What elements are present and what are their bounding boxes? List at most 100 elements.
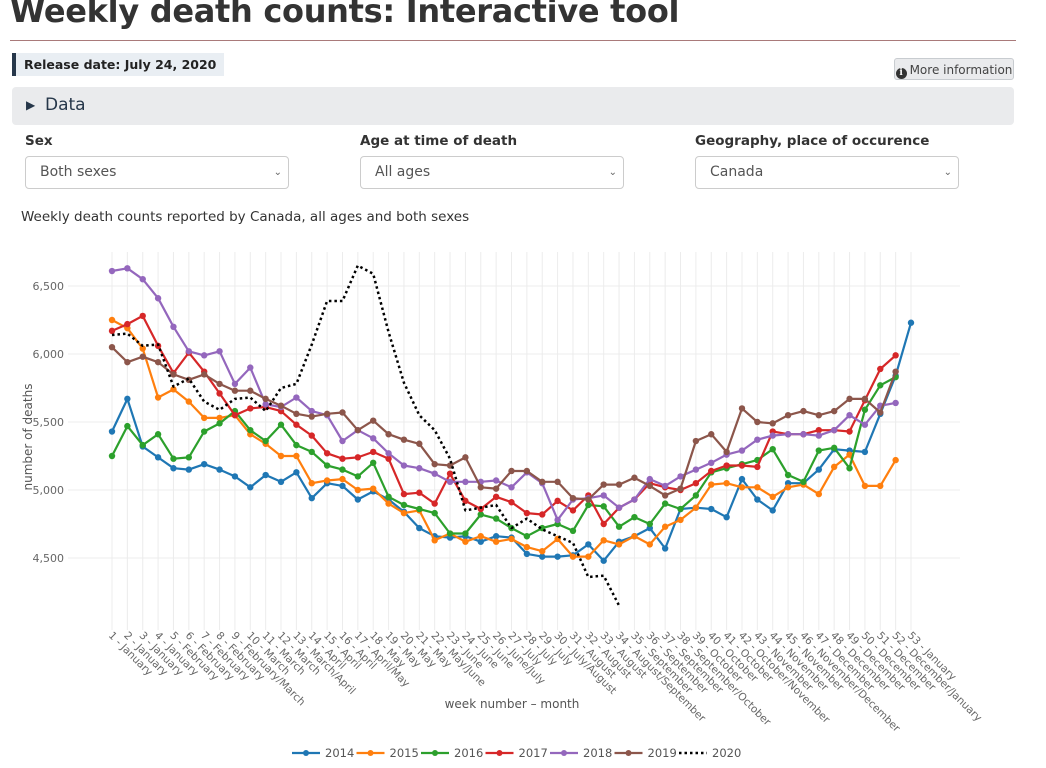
legend-item-2020[interactable]: 2020 — [679, 746, 741, 760]
data-point-2017[interactable] — [339, 455, 346, 462]
data-point-2018[interactable] — [170, 323, 177, 330]
data-point-2019[interactable] — [108, 344, 116, 351]
data-point-2018[interactable] — [231, 380, 239, 388]
data-point-2014[interactable] — [477, 538, 484, 545]
data-point-2019[interactable] — [661, 492, 669, 499]
legend-item-2018[interactable]: 2018 — [550, 746, 612, 760]
data-point-2014[interactable] — [754, 496, 761, 503]
data-point-2015[interactable] — [830, 463, 838, 471]
data-point-2015[interactable] — [769, 493, 776, 500]
legend-item-2016[interactable]: 2016 — [421, 746, 483, 760]
data-point-2014[interactable] — [600, 557, 607, 564]
data-point-2017[interactable] — [892, 352, 899, 359]
data-point-2018[interactable] — [200, 352, 208, 359]
data-point-2014[interactable] — [723, 514, 730, 521]
data-point-2014[interactable] — [108, 428, 116, 435]
data-point-2019[interactable] — [600, 481, 607, 488]
data-point-2016[interactable] — [600, 503, 607, 510]
data-point-2015[interactable] — [585, 553, 592, 560]
data-point-2017[interactable] — [462, 497, 469, 505]
data-point-2018[interactable] — [830, 426, 838, 434]
data-point-2017[interactable] — [708, 467, 715, 475]
data-point-2019[interactable] — [615, 481, 623, 488]
data-point-2017[interactable] — [877, 365, 884, 373]
data-point-2018[interactable] — [861, 421, 869, 428]
data-point-2014[interactable] — [815, 466, 823, 473]
data-point-2015[interactable] — [615, 541, 623, 548]
data-point-2019[interactable] — [477, 484, 484, 491]
data-point-2017[interactable] — [308, 432, 315, 439]
data-point-2019[interactable] — [431, 460, 438, 468]
data-point-2015[interactable] — [431, 537, 438, 544]
data-point-2016[interactable] — [861, 406, 869, 413]
data-point-2018[interactable] — [646, 475, 653, 483]
data-point-2019[interactable] — [492, 485, 500, 492]
series-line-2019[interactable] — [111, 346, 897, 501]
data-point-2018[interactable] — [247, 364, 254, 371]
data-point-2014[interactable] — [262, 471, 269, 479]
data-point-2014[interactable] — [231, 473, 239, 480]
data-point-2019[interactable] — [800, 407, 807, 415]
data-point-2014[interactable] — [354, 496, 362, 503]
data-point-2017[interactable] — [323, 450, 331, 457]
data-point-2015[interactable] — [677, 516, 684, 524]
legend-item-2014[interactable]: 2014 — [292, 746, 354, 760]
data-point-2019[interactable] — [354, 426, 362, 434]
data-point-2014[interactable] — [523, 550, 531, 558]
data-point-2015[interactable] — [892, 456, 899, 464]
data-point-2019[interactable] — [216, 380, 223, 388]
data-point-2016[interactable] — [784, 471, 792, 479]
data-point-2019[interactable] — [754, 418, 761, 426]
data-point-2019[interactable] — [585, 496, 592, 503]
data-point-2018[interactable] — [462, 478, 469, 486]
data-point-2019[interactable] — [646, 482, 653, 490]
data-point-2017[interactable] — [554, 497, 561, 505]
data-point-2019[interactable] — [262, 395, 269, 403]
data-point-2014[interactable] — [661, 545, 669, 552]
data-point-2018[interactable] — [600, 492, 607, 499]
data-point-2015[interactable] — [339, 475, 346, 483]
data-point-2015[interactable] — [738, 484, 746, 491]
data-point-2019[interactable] — [462, 454, 469, 461]
data-point-2019[interactable] — [154, 358, 162, 366]
data-point-2017[interactable] — [108, 327, 116, 335]
data-point-2016[interactable] — [277, 421, 285, 428]
data-point-2016[interactable] — [124, 422, 131, 430]
data-point-2019[interactable] — [631, 474, 638, 481]
data-point-2015[interactable] — [216, 414, 223, 422]
data-point-2016[interactable] — [323, 462, 331, 469]
data-point-2015[interactable] — [631, 533, 638, 540]
data-point-2019[interactable] — [892, 368, 899, 375]
data-point-2019[interactable] — [692, 437, 700, 445]
data-point-2015[interactable] — [661, 523, 669, 530]
data-point-2018[interactable] — [738, 447, 746, 454]
data-point-2018[interactable] — [769, 432, 776, 439]
data-point-2019[interactable] — [815, 412, 823, 419]
data-point-2017[interactable] — [124, 320, 131, 328]
data-point-2014[interactable] — [416, 524, 423, 532]
data-point-2015[interactable] — [877, 482, 884, 490]
data-point-2017[interactable] — [446, 470, 454, 477]
data-point-2018[interactable] — [185, 348, 193, 355]
data-point-2018[interactable] — [800, 431, 807, 438]
data-point-2018[interactable] — [431, 470, 438, 477]
data-point-2019[interactable] — [861, 395, 869, 403]
legend-item-2017[interactable]: 2017 — [485, 746, 548, 760]
data-point-2018[interactable] — [815, 432, 823, 439]
data-point-2019[interactable] — [677, 485, 684, 492]
data-point-2014[interactable] — [339, 482, 346, 490]
data-point-2015[interactable] — [600, 537, 607, 544]
data-point-2018[interactable] — [677, 473, 684, 480]
data-point-2016[interactable] — [262, 437, 269, 445]
data-point-2014[interactable] — [708, 505, 715, 513]
data-point-2017[interactable] — [600, 520, 607, 528]
data-point-2016[interactable] — [200, 428, 208, 435]
data-point-2019[interactable] — [738, 405, 746, 412]
data-point-2019[interactable] — [231, 387, 239, 394]
data-point-2019[interactable] — [400, 436, 408, 443]
data-point-2016[interactable] — [661, 500, 669, 507]
data-point-2016[interactable] — [877, 382, 884, 389]
data-point-2017[interactable] — [477, 505, 484, 513]
data-point-2016[interactable] — [185, 454, 193, 461]
data-point-2018[interactable] — [846, 412, 853, 419]
